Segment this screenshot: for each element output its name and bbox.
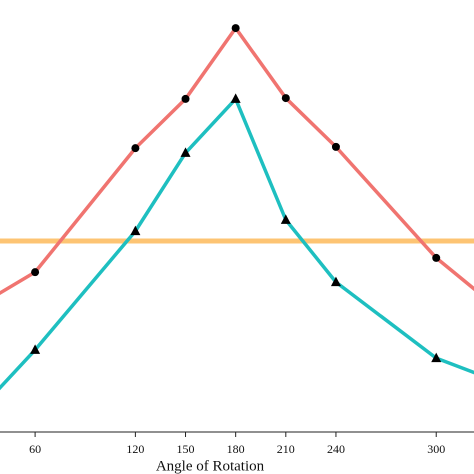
x-tick-label: 210 <box>277 442 295 456</box>
data-line <box>0 26 474 296</box>
data-point <box>230 93 241 103</box>
data-point <box>31 268 40 277</box>
data-line <box>0 97 474 391</box>
data-point <box>432 253 441 262</box>
x-tick-label: 180 <box>227 442 245 456</box>
x-tick-label: 300 <box>427 442 445 456</box>
data-point <box>131 144 140 153</box>
x-tick-label: 60 <box>29 442 41 456</box>
data-point <box>231 24 240 33</box>
data-point <box>280 214 291 224</box>
data-point <box>30 344 41 354</box>
x-tick-label: 150 <box>177 442 195 456</box>
x-tick-label: 240 <box>327 442 345 456</box>
data-point <box>431 352 442 363</box>
data-point <box>181 94 190 103</box>
data-point <box>180 147 191 157</box>
x-axis-title: Angle of Rotation <box>156 458 265 474</box>
data-point <box>281 94 290 103</box>
data-point <box>130 225 141 236</box>
data-point <box>331 142 340 151</box>
data-point <box>330 276 341 287</box>
plot-area <box>0 24 474 391</box>
x-tick-label: 120 <box>126 442 144 456</box>
